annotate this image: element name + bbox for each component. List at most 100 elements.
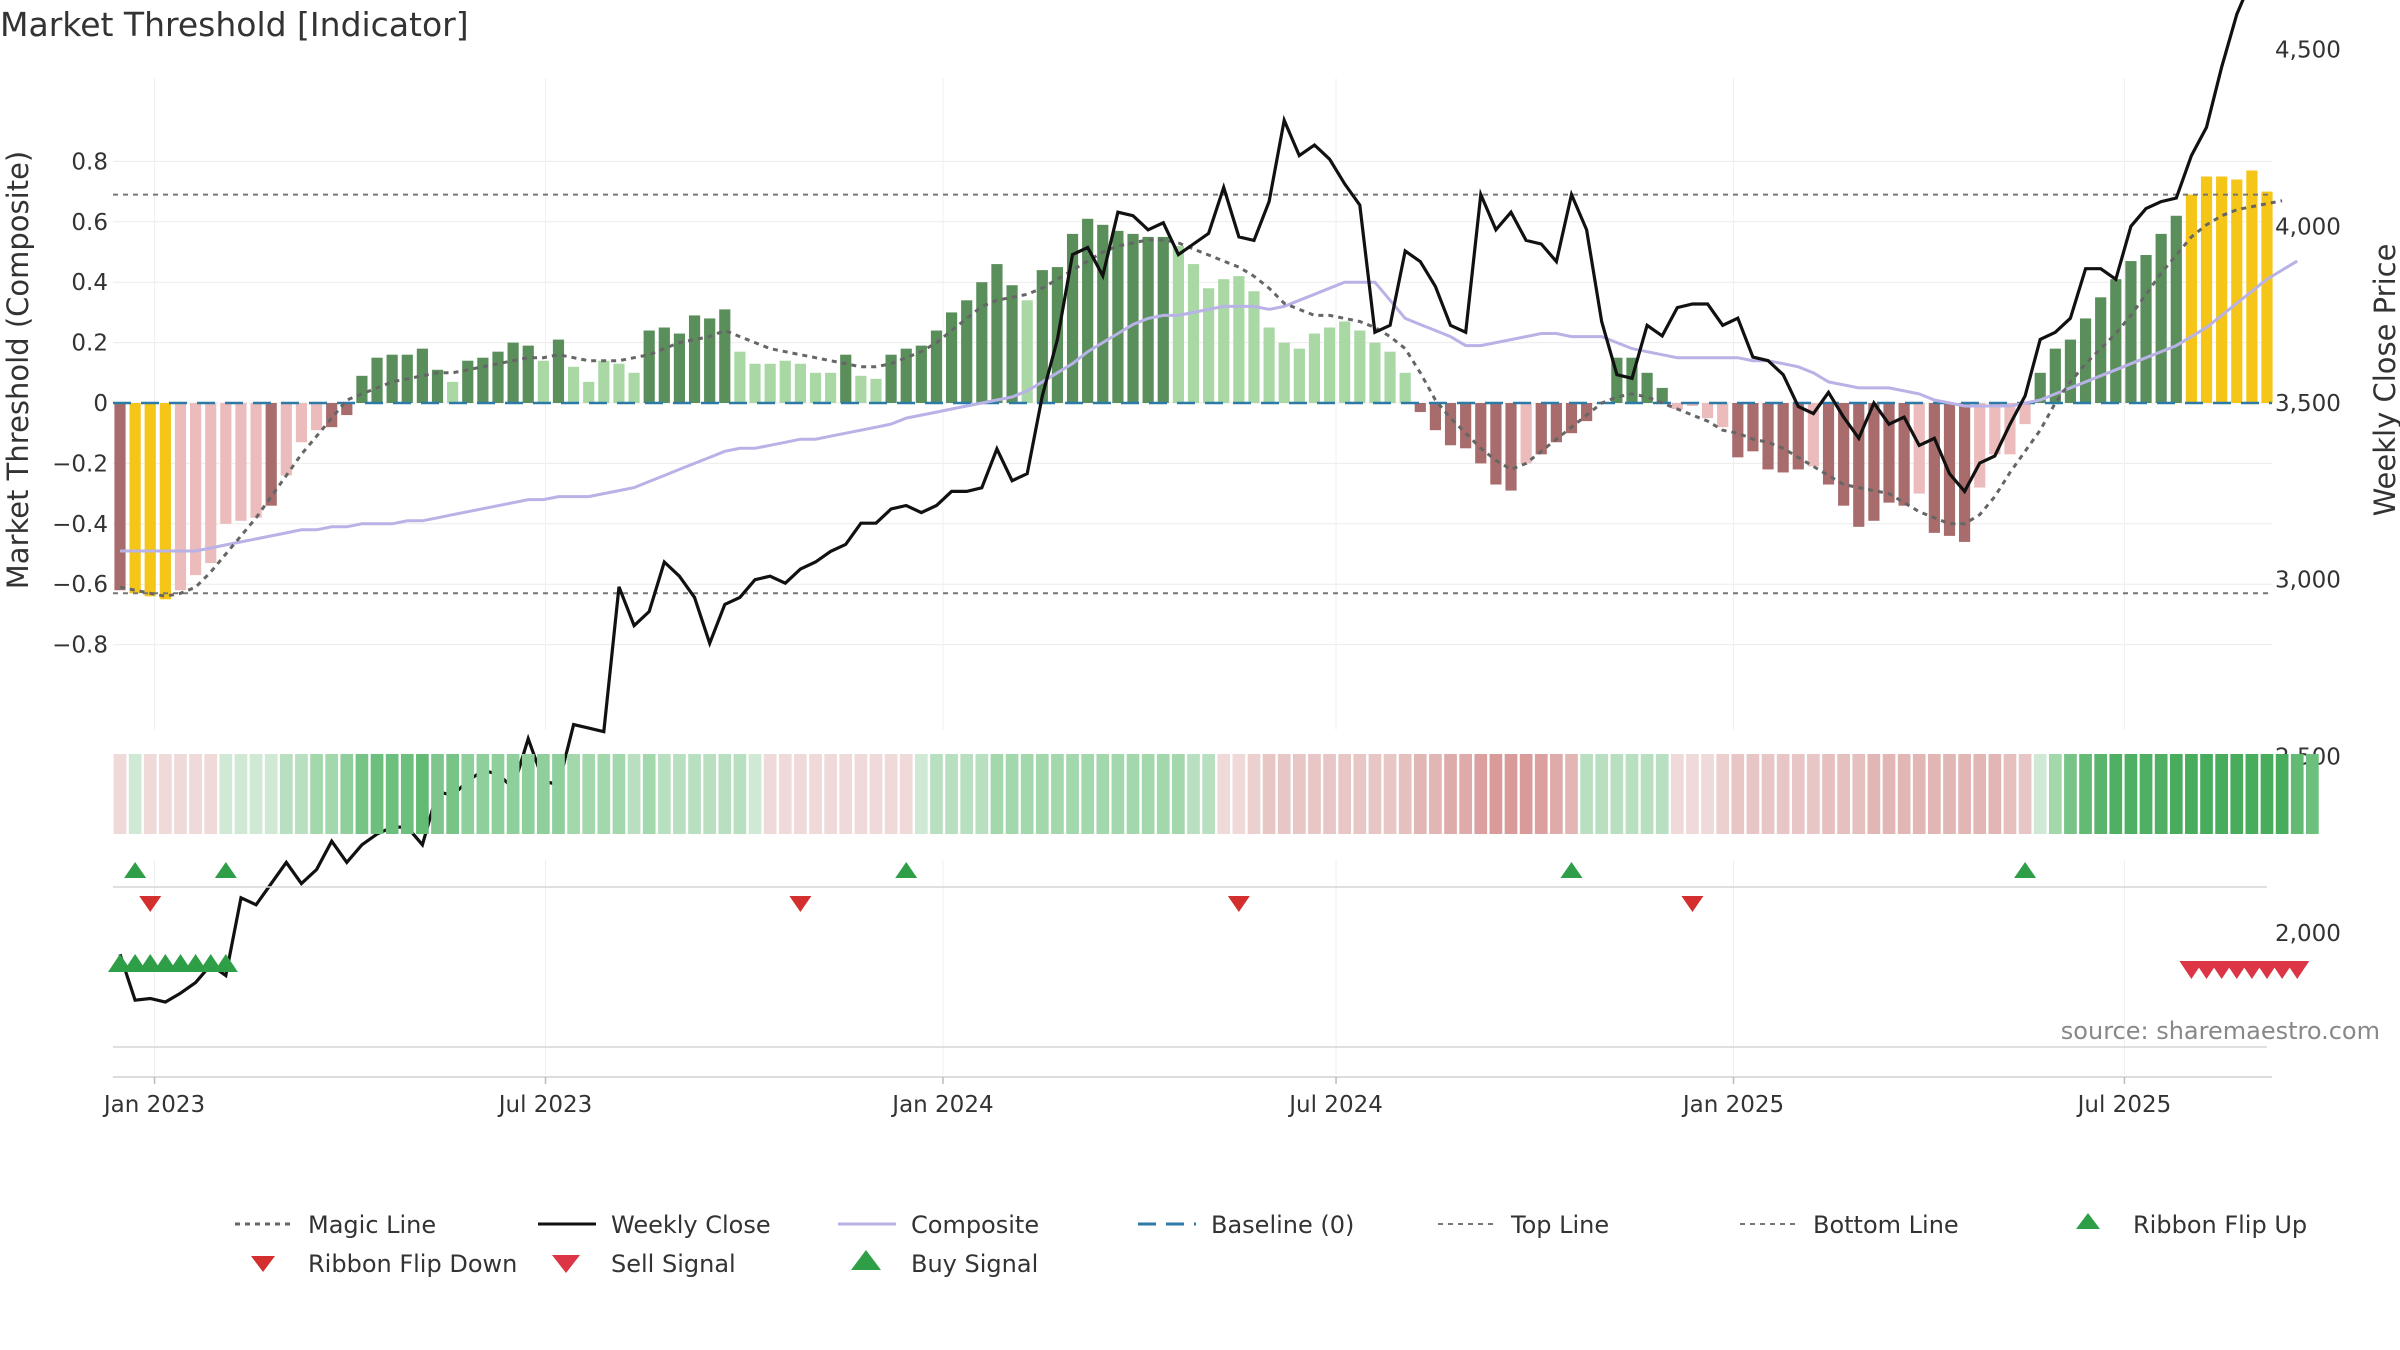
ribbon-cell	[2260, 754, 2274, 834]
x-tick-label: Jan 2025	[1681, 1092, 1784, 1118]
ribbon-cell	[1746, 754, 1760, 834]
ribbon-cell	[506, 754, 520, 834]
ribbon-flip-markers	[113, 862, 2267, 912]
y-left-tick-label: 0.6	[71, 210, 108, 236]
ribbon-cell	[718, 754, 732, 834]
x-tick-label: Jan 2023	[102, 1092, 205, 1118]
ribbon-cell	[597, 754, 611, 834]
ribbon-cell	[778, 754, 792, 834]
ribbon-cell	[1610, 754, 1624, 834]
composite-bar	[855, 375, 867, 403]
grid	[113, 78, 2272, 1075]
ribbon-cell	[159, 754, 172, 834]
composite-bar	[1354, 330, 1366, 403]
sell-signal-marker	[2179, 961, 2204, 979]
ribbon-cell	[2079, 754, 2092, 834]
composite-bar	[114, 403, 126, 591]
legend-label: Baseline (0)	[1211, 1211, 1354, 1239]
ribbon-cell	[1988, 754, 2002, 834]
composite-bar	[673, 333, 686, 403]
y-axis-left-label: Market Threshold (Composite)	[1, 151, 35, 589]
sell-signal-marker	[2209, 961, 2234, 979]
chart-title: Market Threshold [Indicator]	[0, 5, 469, 44]
composite-bar	[1263, 327, 1275, 403]
series-lines	[113, 0, 2298, 1004]
composite-bar	[1701, 403, 1714, 419]
y-left-tick-label: −0.2	[52, 451, 108, 477]
composite-bar	[492, 351, 504, 403]
x-axis: Jan 2023 Jul 2023 Jan 2024 Jul 2024 Jan 2025…	[102, 1076, 2272, 1118]
composite-bar	[794, 363, 806, 403]
ribbon-cell	[476, 754, 490, 834]
ribbon-cell	[310, 754, 323, 834]
composite-bar	[2216, 176, 2228, 403]
ribbon-cell	[657, 754, 671, 834]
ribbon-cell	[1761, 754, 1775, 834]
ribbon-cell	[2064, 754, 2077, 834]
composite-bar	[552, 339, 565, 403]
ribbon-cell	[1807, 754, 1820, 834]
ribbon-cell	[1928, 754, 1941, 834]
legend-item-flip_down: Ribbon Flip Down	[251, 1250, 517, 1278]
ribbon-cell	[1156, 754, 1170, 834]
composite-bar	[885, 354, 897, 403]
y-left-tick-label: −0.4	[52, 512, 108, 538]
buy-signal-marker	[198, 954, 223, 972]
composite-bar	[1747, 403, 1759, 452]
buy-signal-marker	[183, 954, 208, 972]
composite-bar	[961, 300, 973, 403]
ribbon-cell	[128, 754, 142, 834]
composite-bar	[1656, 387, 1668, 403]
composite-bar	[1807, 403, 1820, 467]
ribbon-cell	[1716, 754, 1730, 834]
composite-bar	[900, 348, 912, 403]
y-right-tick-label: 3,500	[2275, 391, 2341, 417]
ribbon-cell	[612, 754, 626, 834]
sell-signal-marker	[2285, 961, 2310, 979]
ribbon-cell	[1655, 754, 1669, 834]
legend-label: Top Line	[1510, 1211, 1609, 1239]
legend-swatch	[251, 1256, 275, 1272]
ribbon-cell	[1247, 754, 1261, 834]
ribbon-cell	[521, 754, 535, 834]
composite-bar	[1974, 403, 1986, 488]
ribbon-cell	[794, 754, 807, 834]
composite-bar	[2110, 279, 2122, 403]
buy-signal-marker	[153, 954, 178, 972]
ribbon-cell	[2290, 754, 2304, 834]
legend-label: Sell Signal	[611, 1250, 736, 1278]
ribbon-flip-up-marker	[2014, 862, 2037, 878]
ribbon-cell	[1897, 754, 1911, 834]
composite-bar	[1641, 372, 1653, 403]
ribbon-cell	[824, 754, 837, 834]
composite-bar	[1157, 236, 1169, 403]
composite-bar	[1444, 403, 1457, 446]
ribbon-cell	[143, 754, 157, 834]
sell-signal-marker	[2239, 961, 2264, 979]
composite-bar	[809, 372, 822, 403]
composite-bar	[598, 360, 610, 403]
ribbon-cell	[537, 754, 550, 834]
composite-bar	[477, 357, 489, 403]
composite-bar	[1218, 279, 1230, 403]
ribbon-cell	[2306, 754, 2319, 834]
magic-line	[119, 199, 2283, 598]
ribbon-flip-down-marker	[139, 896, 162, 912]
buy-signal-marker	[168, 954, 193, 972]
legend-item-bottom: Bottom Line	[1740, 1211, 1959, 1239]
ribbon-flip-up-marker	[1560, 862, 1583, 878]
composite-bar	[1293, 348, 1305, 403]
ribbon-cell	[2139, 754, 2153, 834]
composite-bar	[295, 403, 308, 443]
ribbon-cell	[733, 754, 747, 834]
ribbon-cell	[1444, 754, 1457, 834]
y-left-tick-label: −0.8	[52, 633, 108, 659]
composite-bar	[1883, 403, 1895, 503]
weekly-close-line	[118, 0, 2245, 1004]
composite-bar	[1021, 300, 1033, 403]
ribbon-cell	[1353, 754, 1367, 834]
composite-bar	[734, 351, 746, 403]
composite-bar	[915, 345, 927, 403]
y-left-tick-label: 0.4	[71, 270, 108, 296]
legend-label: Buy Signal	[911, 1250, 1038, 1278]
